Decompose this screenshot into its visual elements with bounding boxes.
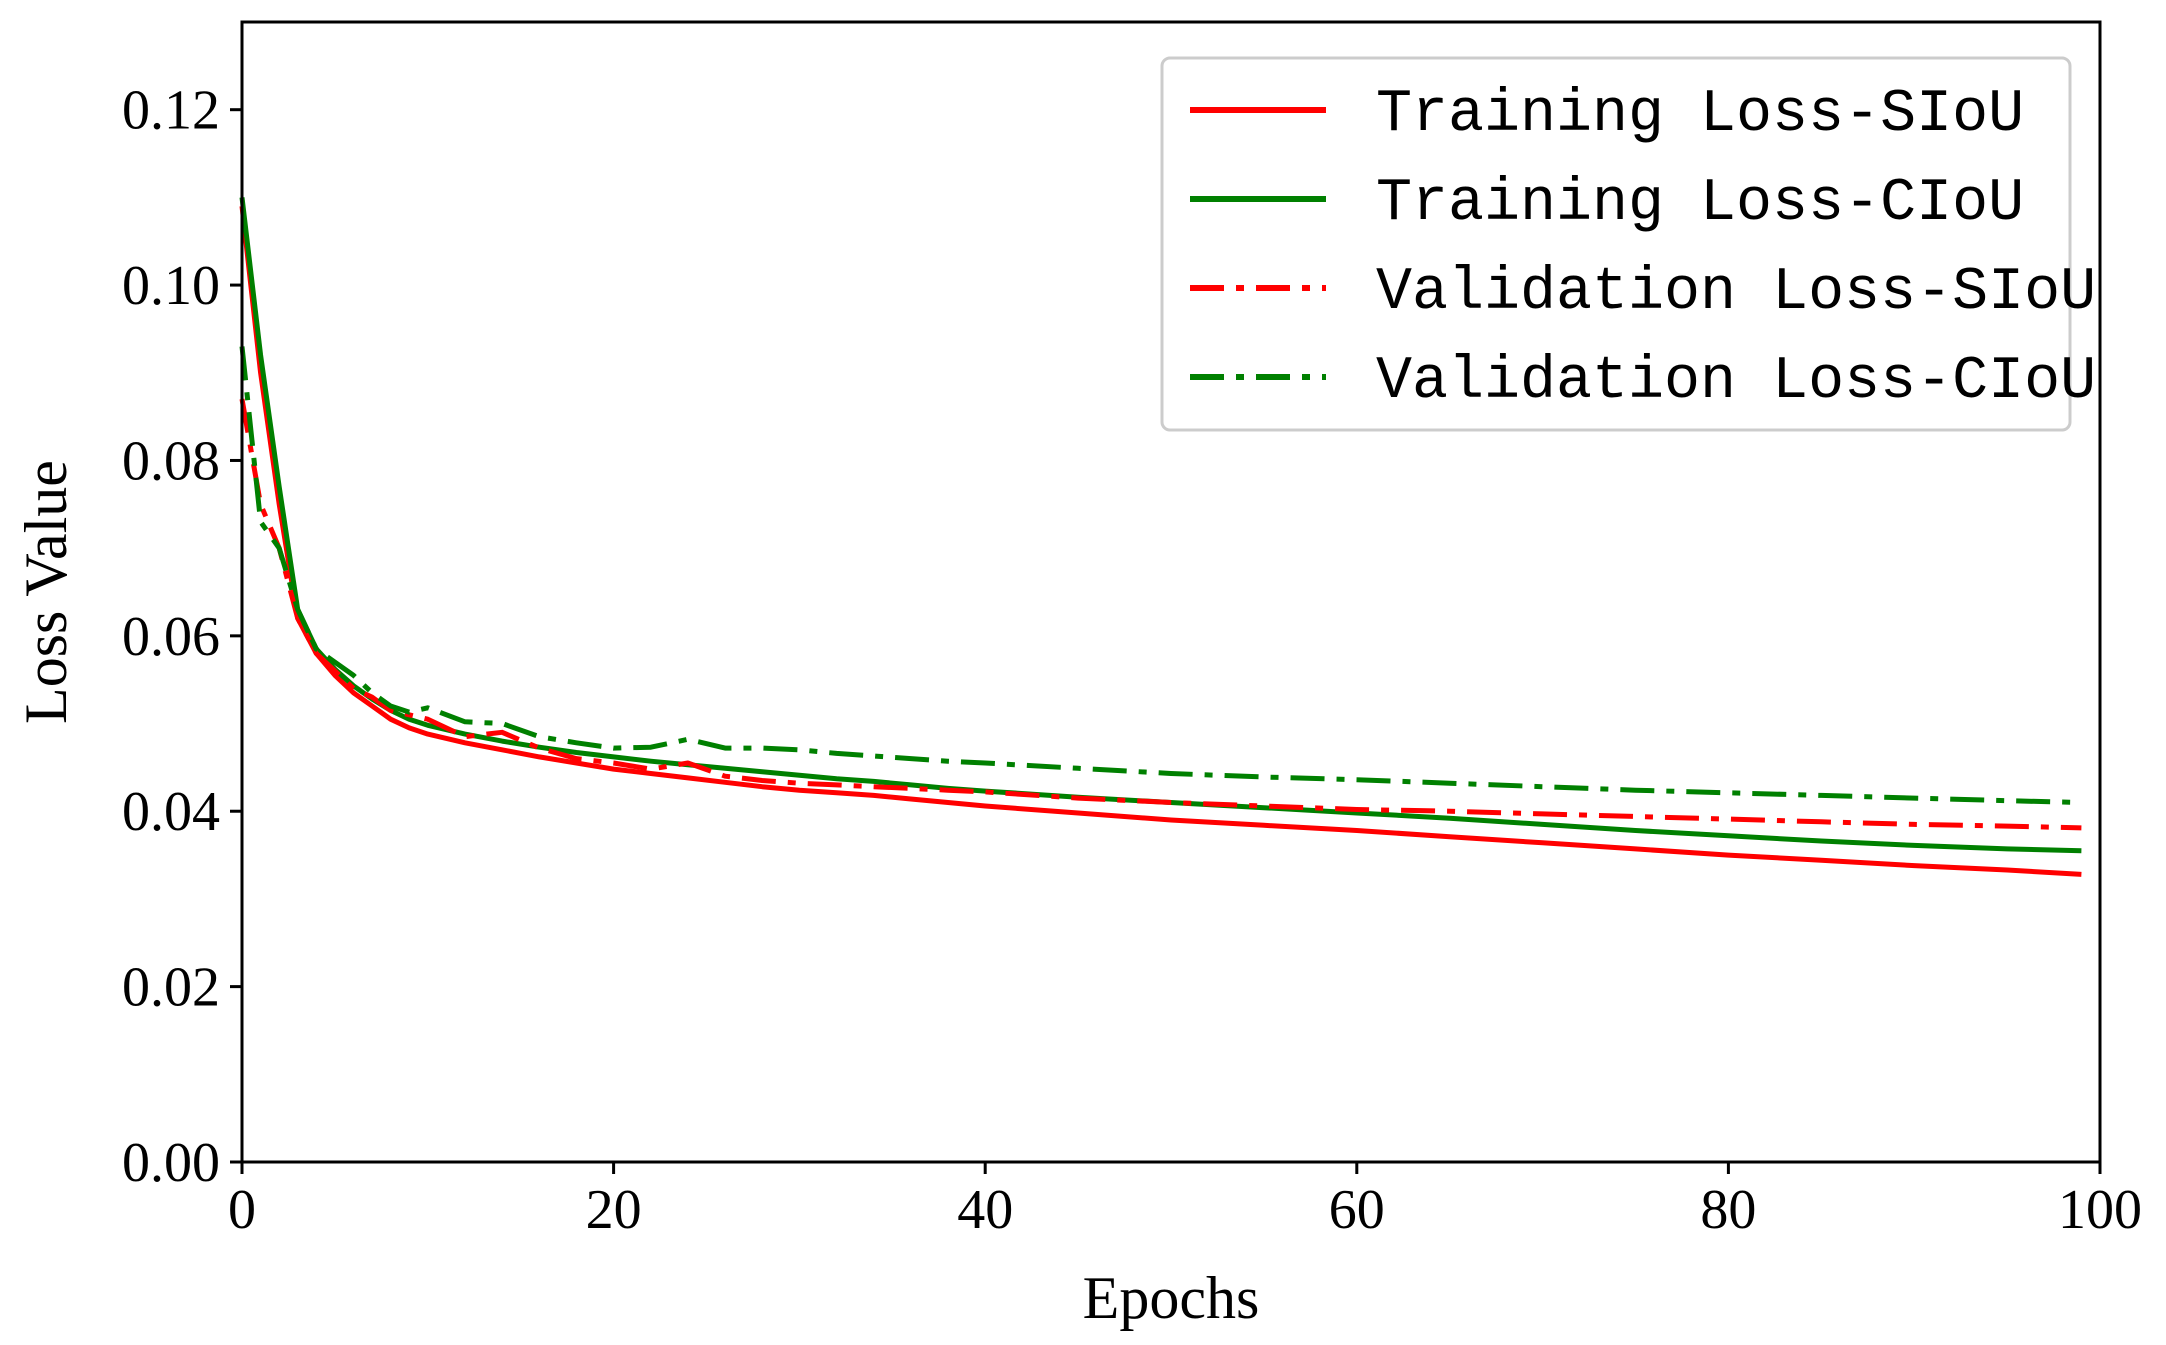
y-tick-label: 0.02 (122, 957, 220, 1019)
x-tick-label: 80 (1700, 1179, 1756, 1241)
series-line-4 (239, 346, 2082, 805)
x-tick-label: 60 (1329, 1179, 1385, 1241)
y-tick-label: 0.10 (122, 255, 220, 317)
series-layer (239, 197, 2082, 877)
y-axis: 0.00 0.02 0.04 0.06 0.08 0.10 0.12 (122, 80, 242, 1194)
y-tick-label: 0.04 (122, 781, 220, 843)
x-axis: 0 20 40 60 80 100 (228, 1162, 2142, 1241)
y-tick-label: 0.12 (122, 80, 220, 142)
y-tick-label: 0.08 (122, 430, 220, 492)
legend-box (1160, 56, 2072, 432)
legend-label: Training Loss-CIoU (1376, 170, 2024, 238)
x-axis-title: Epochs (1083, 1265, 1260, 1331)
x-tick-label: 0 (228, 1179, 256, 1241)
legend-label: Validation Loss-SIoU (1376, 259, 2096, 327)
legend-label: Training Loss-SIoU (1376, 81, 2024, 149)
x-tick-label: 40 (957, 1179, 1013, 1241)
y-axis-title: Loss Value (13, 460, 79, 724)
y-tick-label: 0.06 (122, 606, 220, 668)
legend-label: Validation Loss-CIoU (1376, 348, 2096, 416)
x-tick-label: 100 (2058, 1179, 2142, 1241)
plot-frame (240, 20, 2102, 1164)
series-line-3 (239, 398, 2082, 831)
series-line-2 (239, 197, 2082, 854)
legend: Training Loss-SIoU Training Loss-CIoU Vali… (1160, 56, 2096, 432)
series-line-1 (239, 205, 2082, 877)
x-tick-label: 20 (586, 1179, 642, 1241)
y-tick-label: 0.00 (122, 1132, 220, 1194)
